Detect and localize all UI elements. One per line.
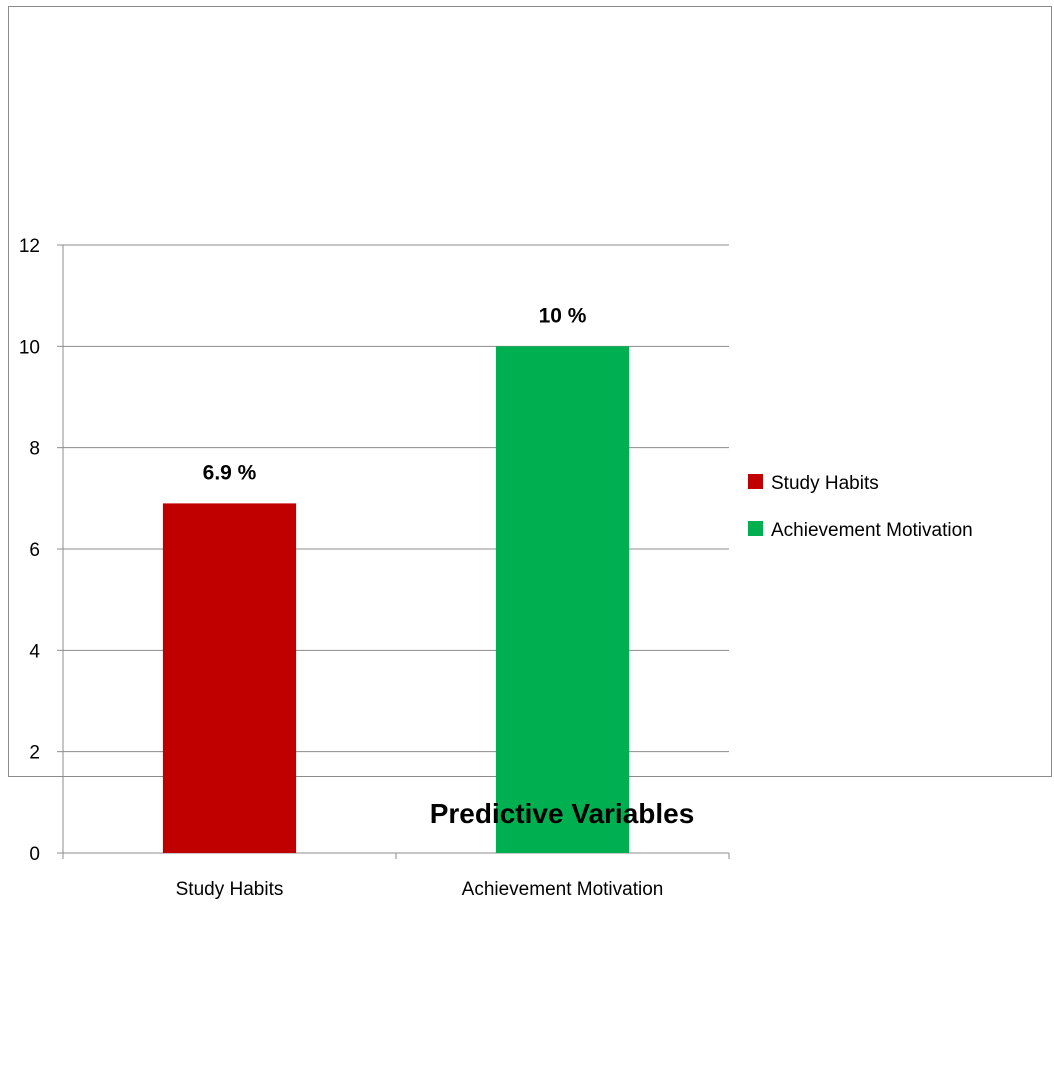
- legend-swatch: [748, 521, 763, 536]
- legend: Study Habits Achievement Motivation: [748, 473, 973, 541]
- data-label: 10 %: [539, 304, 587, 327]
- x-axis-title: Predictive Variables: [429, 798, 695, 829]
- data-labels: 6.9 % 10 %: [203, 304, 587, 484]
- y-tick-label: 12: [19, 236, 40, 257]
- bar: [495, 346, 630, 853]
- y-tick-label: 4: [29, 641, 40, 662]
- y-tick-label: 0: [29, 844, 40, 865]
- x-tick-label: Study Habits: [176, 879, 284, 900]
- bar: [162, 503, 297, 853]
- legend-swatch: [748, 474, 763, 489]
- legend-label: Achievement Motivation: [771, 520, 973, 541]
- y-tick-label: 6: [29, 540, 40, 561]
- axes: 0 2 4 6 8 10 12 Study Habits Achievement Motivat…: [19, 236, 730, 900]
- y-tick-label: 8: [29, 439, 40, 460]
- legend-label: Study Habits: [771, 473, 879, 494]
- data-label: 6.9 %: [203, 461, 257, 484]
- bars: [162, 346, 630, 853]
- x-tick-label: Achievement Motivation: [462, 879, 664, 900]
- y-tick-label: 10: [19, 337, 40, 358]
- y-tick-label: 2: [29, 743, 40, 764]
